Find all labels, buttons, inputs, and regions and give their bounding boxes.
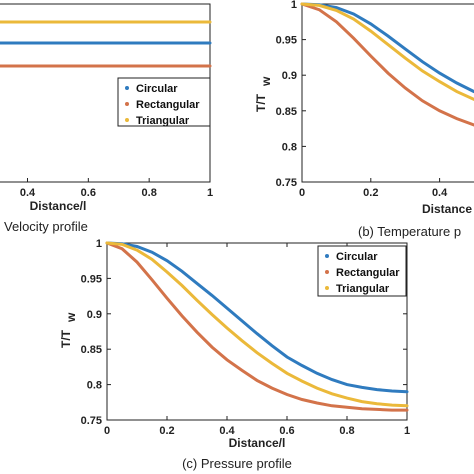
y-tick-label: 0.8 [282,141,297,153]
x-axis-label: Distance/l [229,436,286,450]
y-tick-label: 0.9 [282,70,297,82]
legend-label-rectangular: Rectangular [136,99,200,111]
panel-caption: (c) Pressure profile [182,456,292,471]
x-tick-label: 0.6 [81,187,96,199]
panel-velocity-profile: 0.4 0.6 0.8 1 Circular Rectangular Triangular D… [0,3,213,234]
y-tick-label: 0.95 [81,273,102,285]
legend-marker-circular [325,254,329,258]
y-tick-label: 0.95 [276,35,297,47]
series-line-triangular [300,2,474,101]
x-tick-label: 1 [404,425,410,437]
y-tick-label: 0.8 [87,380,102,392]
x-tick-label: 0.4 [432,187,448,199]
panel-temperature-profile: 0.75 0.8 0.85 0.9 0.95 1 0 0.2 0.4 T/T w Distance (b… [254,0,474,239]
y-axis-label-subscript: w [64,312,78,323]
y-tick-label: 1 [291,0,297,11]
x-axis-label: Distance [422,202,472,216]
panel-caption: Velocity profile [4,219,88,234]
legend-marker-circular [125,86,129,90]
legend-marker-rectangular [325,270,329,274]
legend-box [317,245,407,297]
legend-label-triangular: Triangular [136,115,190,127]
panel-caption: (b) Temperature p [358,224,461,239]
x-tick-label: 0.8 [339,425,354,437]
panel-pressure-profile: 0.75 0.8 0.85 0.9 0.95 1 0 0.2 0.4 0.6 0.8 1 Circula… [59,238,410,471]
x-tick-label: 0.2 [363,187,378,199]
y-tick-label: 0.9 [87,309,102,321]
series-line-circular [105,241,409,394]
x-tick-label: 0.6 [279,425,294,437]
x-tick-label: 0 [104,425,110,437]
y-tick-label: 0.85 [276,106,297,118]
legend-label-circular: Circular [136,83,178,95]
x-tick-label: 0.2 [159,425,174,437]
x-tick-label: 0.4 [219,425,235,437]
legend-marker-triangular [125,118,129,122]
series-line-circular [300,2,474,94]
series-line-rectangular [105,241,409,412]
x-tick-label: 0.4 [20,187,36,199]
legend-label-triangular: Triangular [336,283,390,295]
y-tick-label: 0.75 [81,415,102,427]
x-tick-label: 1 [207,187,213,199]
y-axis-label: T/T [254,93,268,112]
series-line-rectangular [300,2,474,127]
legend-label-rectangular: Rectangular [336,267,400,279]
x-tick-label: 0.8 [142,187,157,199]
y-tick-label: 0.75 [276,177,297,189]
legend-marker-triangular [325,286,329,290]
y-tick-label: 1 [96,238,102,250]
legend-box [117,77,211,127]
x-tick-label: 0 [299,187,305,199]
legend-marker-rectangular [125,102,129,106]
series-line-triangular [105,241,409,408]
plot-area [301,3,474,183]
y-tick-label: 0.85 [81,344,102,356]
y-axis-label: T/T [59,329,73,348]
x-axis-label: Distance/l [30,199,87,213]
legend-label-circular: Circular [336,251,378,263]
y-axis-label-subscript: w [259,76,273,87]
